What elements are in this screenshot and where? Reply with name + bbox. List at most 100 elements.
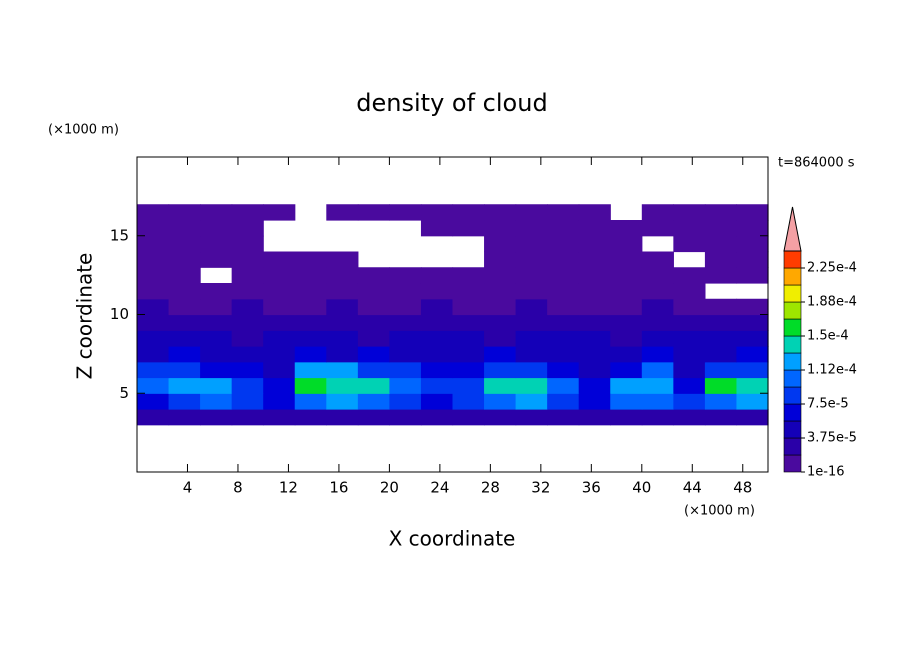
contour-cell — [263, 283, 296, 300]
contour-cell — [515, 346, 548, 363]
colorbar-label: 3.75e-5 — [807, 431, 857, 446]
contour-cell — [420, 409, 454, 426]
contour-cell — [263, 298, 296, 316]
contour-cell — [168, 235, 201, 253]
contour-cell — [610, 220, 643, 237]
colorbar-band — [783, 284, 802, 303]
contour-cell — [484, 314, 517, 331]
contour-cell — [420, 204, 454, 221]
colorbar-band — [783, 267, 802, 286]
contour-cell — [704, 251, 738, 268]
contour-cell — [200, 330, 233, 347]
contour-cell — [515, 204, 548, 221]
contour-cell — [578, 314, 611, 331]
x-tick-label: 36 — [582, 479, 601, 497]
contour-cell — [673, 409, 706, 426]
contour-cell — [673, 361, 706, 379]
colorbar-band — [783, 403, 802, 422]
x-tick-label: 4 — [183, 479, 193, 497]
colorbar-band — [783, 335, 802, 354]
contour-cell — [704, 377, 738, 394]
contour-cell — [137, 346, 170, 363]
contour-cell — [547, 267, 580, 284]
contour-cell — [578, 346, 611, 363]
contour-cell — [389, 346, 422, 363]
contour-cell — [610, 346, 643, 363]
contour-cell — [578, 251, 611, 268]
contour-cell — [610, 393, 643, 410]
contour-cell — [452, 267, 485, 284]
contour-cell — [673, 283, 706, 300]
x-tick-label: 8 — [233, 479, 243, 497]
contour-cell — [168, 314, 201, 331]
contour-cell — [578, 377, 611, 394]
contour-cell — [137, 361, 170, 379]
y-axis-title: Z coordinate — [73, 253, 97, 380]
contour-cell — [578, 409, 611, 426]
contour-cell — [168, 377, 201, 394]
contour-cell — [389, 330, 422, 347]
contour-cell — [200, 298, 233, 316]
contour-cell — [326, 346, 359, 363]
contour-cell — [389, 204, 422, 221]
contour-cell — [452, 409, 485, 426]
contour-cell — [547, 393, 580, 410]
contour-cell — [137, 235, 170, 253]
contour-cell — [389, 267, 422, 284]
contour-cell — [515, 267, 548, 284]
contour-cell — [641, 361, 674, 379]
contour-cell — [452, 330, 485, 347]
contour-cell — [484, 377, 517, 394]
contour-cell — [515, 409, 548, 426]
colorbar-band — [783, 454, 802, 473]
contour-cell — [484, 267, 517, 284]
contour-cell — [452, 377, 485, 394]
contour-cell — [578, 220, 611, 237]
contour-cell — [641, 393, 674, 410]
contour-cell — [326, 298, 359, 316]
contour-cell — [547, 330, 580, 347]
contour-cell — [294, 409, 327, 426]
contour-cell — [736, 204, 769, 221]
y-tick-label: 15 — [110, 226, 129, 244]
contour-cell — [704, 409, 738, 426]
contour-cell — [547, 409, 580, 426]
contour-cell — [641, 267, 674, 284]
contour-cell — [515, 283, 548, 300]
contour-cell — [704, 298, 738, 316]
contour-cell — [389, 377, 422, 394]
contour-cell — [263, 204, 296, 221]
chart-title: density of cloud — [356, 89, 547, 117]
contour-cell — [547, 298, 580, 316]
contour-cell — [484, 330, 517, 347]
contour-cell — [137, 298, 170, 316]
colorbar-band — [783, 437, 802, 456]
contour-cell — [610, 283, 643, 300]
contour-cell — [515, 251, 548, 268]
contour-cell — [357, 393, 390, 410]
contour-cell — [357, 377, 390, 394]
contour-cell — [326, 283, 359, 300]
contour-cell — [484, 283, 517, 300]
contour-cell — [736, 346, 769, 363]
contour-cell — [420, 330, 454, 347]
contour-cell — [263, 314, 296, 331]
colorbar-band — [783, 318, 802, 337]
contour-cell — [231, 220, 264, 237]
contour-cell — [641, 220, 674, 237]
contour-cell — [137, 377, 170, 394]
contour-cell — [389, 393, 422, 410]
contour-cell — [137, 409, 170, 426]
contour-cell — [200, 220, 233, 237]
contour-cell — [326, 267, 359, 284]
contour-cell — [326, 204, 359, 221]
contour-cell — [704, 220, 738, 237]
x-tick-label: 44 — [683, 479, 702, 497]
contour-cell — [137, 330, 170, 347]
contour-cell — [357, 409, 390, 426]
contour-cell — [200, 409, 233, 426]
contour-cell — [357, 314, 390, 331]
contour-cell — [420, 220, 454, 237]
contour-cell — [578, 204, 611, 221]
contour-cell — [610, 298, 643, 316]
